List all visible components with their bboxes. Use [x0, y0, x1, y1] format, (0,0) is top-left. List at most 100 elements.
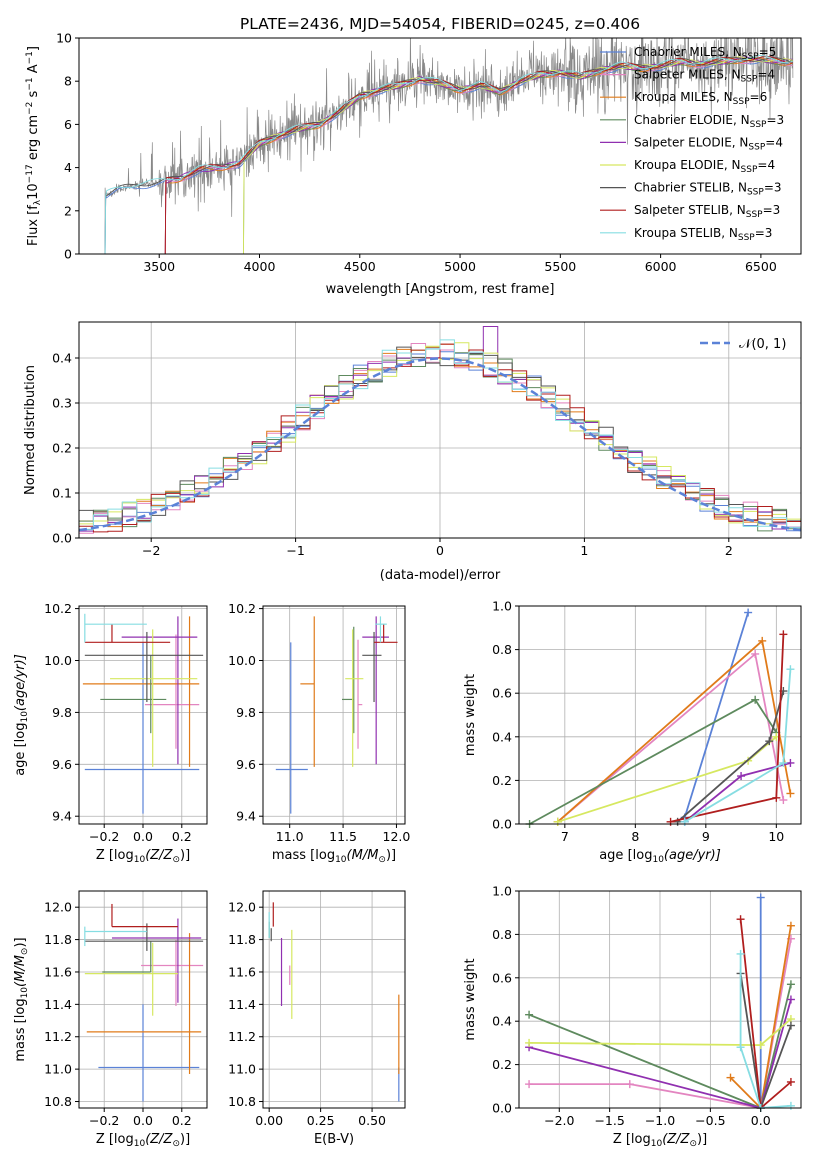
y-tick-label: 10.2 — [228, 601, 256, 616]
errorbar-6 — [84, 631, 204, 703]
weight-marker — [786, 995, 795, 1004]
observed-spectrum — [104, 38, 794, 254]
x-tick-label: −1.0 — [645, 1113, 675, 1128]
y-axis-label: Normed distribution — [23, 365, 38, 495]
x-tick-label: 7 — [561, 829, 569, 844]
y-tick-label: 0.8 — [492, 927, 512, 942]
errorbar-3 — [100, 655, 167, 734]
errorbar-7 — [374, 624, 398, 643]
weight-marker — [786, 758, 795, 767]
errorbar-3 — [102, 941, 152, 973]
x-axis-label: Z [log10(Z/Z⊙)] — [96, 1132, 190, 1149]
weight-marker — [786, 921, 795, 930]
weight-marker — [525, 1080, 534, 1089]
y-tick-label: 11.4 — [228, 997, 256, 1012]
grid — [263, 891, 405, 1108]
panel-mass-vs-Z: −0.2 0.0 0.2 10.8 11.0 11.2 11.4 11.6 11.8 12.0 Z … — [13, 890, 208, 1149]
axes: 3500 4000 4500 5000 5500 6000 6500 0 2 4 6 8 10 — [56, 31, 802, 274]
weight-marker — [786, 789, 795, 798]
errorbar-7 — [111, 903, 178, 928]
errorbar-4 — [121, 616, 198, 765]
y-tick-label: 0.4 — [492, 1014, 512, 1029]
y-tick-label: 0.4 — [52, 351, 72, 366]
x-tick-label: 0.0 — [133, 829, 153, 844]
weight-marker — [525, 1010, 534, 1019]
plot-area — [82, 613, 204, 814]
x-axis-label: Z [log10(Z/Z⊙)] — [96, 848, 190, 865]
weight-marker — [726, 1073, 735, 1082]
weight-line-1 — [557, 652, 785, 823]
axes-frame — [262, 890, 406, 1109]
y-tick-label: 6 — [64, 117, 72, 132]
legend-entry: Salpeter ELODIE, NSSP=4 — [634, 135, 783, 152]
panel-age-vs-mass: 11.0 11.5 12.0 9.4 9.6 9.8 10.0 10.2 mass [log10… — [228, 601, 410, 865]
weight-marker — [736, 1043, 745, 1052]
panel-weight-vs-age: 7 8 9 10 0.0 0.2 0.4 0.6 0.8 1.0 age [log10(age/yr… — [463, 599, 802, 865]
x-tick-label: 0.0 — [133, 1113, 153, 1128]
spectrum-legend: Chabrier MILES, NSSP=5 Salpeter MILES, NS… — [600, 45, 784, 243]
y-tick-label: 0.2 — [492, 773, 512, 788]
y-tick-label: 0.0 — [492, 1101, 512, 1116]
errorbar-3 — [342, 626, 355, 734]
plot-area — [104, 38, 794, 254]
panel-residuals: −2 −1 0 1 2 0.0 0.1 0.2 0.3 0.4 𝒩(0, 1) (data-model… — [23, 321, 802, 583]
errorbar-5 — [110, 629, 198, 767]
x-tick-label: 0.25 — [307, 1113, 335, 1128]
weight-marker — [779, 796, 788, 805]
weight-marker — [744, 608, 753, 617]
errorbar-2 — [86, 933, 202, 1074]
errorbar-2 — [300, 616, 315, 767]
grid — [263, 606, 405, 824]
y-tick-label: 1.0 — [492, 599, 512, 614]
x-tick-label: 5500 — [544, 259, 576, 274]
y-tick-label: 9.4 — [236, 809, 256, 824]
model-spectrum-4 — [164, 56, 793, 254]
legend-entry: Chabrier STELIB, NSSP=3 — [634, 181, 782, 198]
y-tick-label: 0.2 — [492, 1057, 512, 1072]
axes: −0.2 0.0 0.2 10.8 11.0 11.2 11.4 11.6 11.8 12.0 — [44, 890, 208, 1128]
y-tick-label: 2 — [64, 203, 72, 218]
x-tick-label: 0.50 — [358, 1113, 386, 1128]
x-tick-label: 1 — [580, 543, 588, 558]
figure-title: PLATE=2436, MJD=54054, FIBERID=0245, z=0… — [240, 15, 640, 33]
weight-marker — [786, 1101, 795, 1110]
axes: 0.00 0.25 0.50 10.8 11.0 11.2 11.4 11.6 11.8 12.0 — [228, 890, 406, 1128]
errorbar-0 — [84, 642, 200, 814]
y-axis-label: mass weight — [463, 674, 478, 756]
axes: 11.0 11.5 12.0 9.4 9.6 9.8 10.0 10.2 — [228, 601, 410, 844]
y-tick-label: 10.8 — [44, 1094, 72, 1109]
residual-legend: 𝒩(0, 1) — [700, 337, 786, 352]
y-tick-label: 10.0 — [228, 653, 256, 668]
errorbar-5 — [84, 942, 178, 1016]
errorbar-8 — [375, 616, 387, 643]
y-tick-label: 0.6 — [492, 686, 512, 701]
errorbar-2 — [82, 616, 200, 767]
errorbar-4 — [362, 616, 389, 765]
weight-marker — [786, 665, 795, 674]
x-tick-label: 3500 — [143, 259, 175, 274]
legend-entry: Chabrier ELODIE, NSSP=3 — [634, 113, 784, 130]
y-axis-label: mass weight — [463, 958, 478, 1040]
y-tick-label: 0.0 — [52, 531, 72, 546]
weight-line-8 — [739, 953, 791, 1109]
y-tick-label: 9.8 — [52, 705, 72, 720]
gaussian-curve — [79, 357, 801, 532]
y-tick-label: 0.8 — [492, 642, 512, 657]
x-tick-label: 9 — [702, 829, 710, 844]
y-tick-label: 10.2 — [44, 601, 72, 616]
weight-line-1 — [529, 938, 792, 1110]
x-tick-label: −2.0 — [544, 1113, 574, 1128]
y-tick-label: 0.6 — [492, 970, 512, 985]
grid — [519, 605, 801, 825]
axes: −0.2 0.0 0.2 9.4 9.6 9.8 10.0 10.2 — [44, 601, 208, 844]
x-axis-label: age [log10(age/yr)] — [599, 848, 721, 865]
y-tick-label: 11.8 — [228, 932, 256, 947]
axes-frame — [78, 890, 208, 1109]
axes: −2.0 −1.5 −1.0 −0.5 0.0 0.0 0.2 0.4 0.6 0.8 1.0 — [492, 884, 802, 1128]
x-tick-label: 0.2 — [172, 829, 192, 844]
y-axis-label: mass [log10(M/M⊙)] — [13, 937, 30, 1061]
weight-marker — [786, 1021, 795, 1030]
errorbar-5 — [345, 629, 364, 767]
axes: 7 8 9 10 0.0 0.2 0.4 0.6 0.8 1.0 — [492, 599, 802, 844]
weight-marker — [736, 915, 745, 924]
